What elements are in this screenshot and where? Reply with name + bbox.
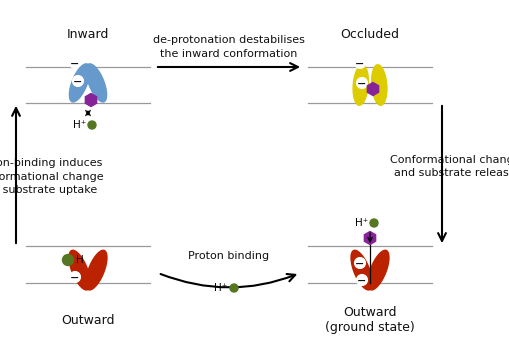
Text: H⁺: H⁺ [355,218,368,228]
Polygon shape [85,249,107,291]
Circle shape [354,257,365,269]
Text: Inward: Inward [67,28,109,41]
Text: Outward
(ground state): Outward (ground state) [325,306,414,334]
Text: H⁺: H⁺ [214,283,227,293]
Polygon shape [350,249,372,291]
Circle shape [356,77,367,89]
Text: −: − [355,58,364,68]
Polygon shape [86,63,107,103]
Polygon shape [85,94,96,107]
Text: H⁺: H⁺ [73,120,87,130]
Text: Conformational change
and substrate release: Conformational change and substrate rele… [389,155,509,178]
Circle shape [354,58,365,68]
Text: Occluded: Occluded [340,28,399,41]
Text: Proton-binding induces
Conformational change
and substrate uptake: Proton-binding induces Conformational ch… [0,158,103,195]
Polygon shape [352,64,369,106]
Polygon shape [68,249,91,291]
Polygon shape [370,64,387,106]
Circle shape [69,58,80,68]
Circle shape [356,274,367,285]
Polygon shape [363,231,375,244]
Polygon shape [366,249,389,291]
Text: Proton binding: Proton binding [188,251,269,261]
Circle shape [72,76,83,86]
Text: de-protonation destabilises
the inward conformation: de-protonation destabilises the inward c… [153,35,304,59]
Circle shape [63,255,73,266]
Circle shape [69,271,80,283]
Polygon shape [366,82,378,95]
Circle shape [369,219,377,227]
Text: −: − [70,273,79,283]
Circle shape [230,284,238,292]
Circle shape [88,121,96,129]
Text: Outward: Outward [61,314,115,327]
FancyArrowPatch shape [160,274,295,287]
Text: −: − [357,78,366,89]
Text: −: − [70,58,79,68]
Polygon shape [69,63,90,103]
Text: −: − [355,258,364,269]
Text: −: − [357,275,366,285]
Text: −: − [73,77,82,86]
Text: H: H [76,255,83,265]
